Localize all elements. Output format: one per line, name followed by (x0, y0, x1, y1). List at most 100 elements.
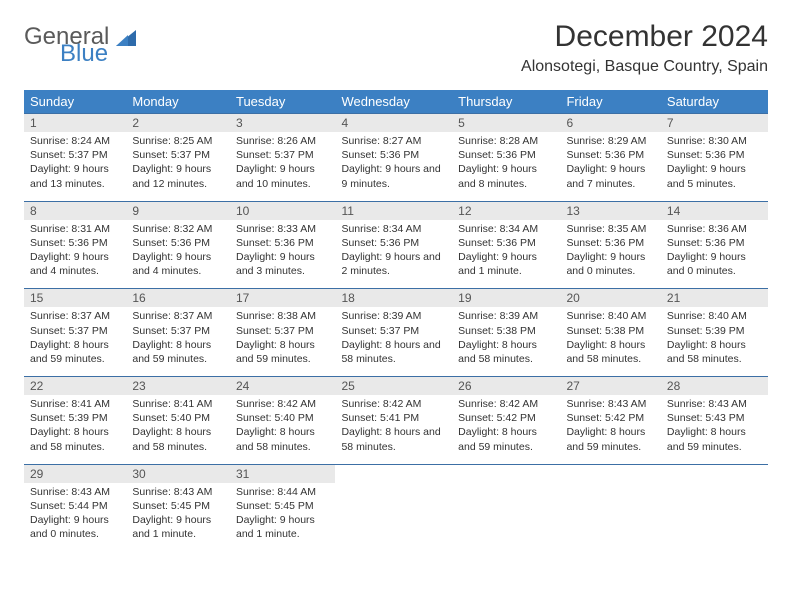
day-body-cell: Sunrise: 8:28 AMSunset: 5:36 PMDaylight:… (452, 132, 560, 201)
sunrise-line: Sunrise: 8:29 AM (566, 134, 654, 148)
sunset-line: Sunset: 5:45 PM (132, 499, 224, 513)
daylight-line: Daylight: 9 hours and 13 minutes. (30, 162, 120, 190)
day-number-cell: 21 (661, 288, 768, 307)
day-number-cell (661, 464, 768, 483)
sunrise-line: Sunrise: 8:35 AM (566, 222, 654, 236)
day-body-cell: Sunrise: 8:39 AMSunset: 5:37 PMDaylight:… (335, 307, 452, 376)
day-number-cell: 7 (661, 113, 768, 132)
day-number-cell: 6 (560, 113, 660, 132)
day-header: Wednesday (335, 90, 452, 113)
daylight-line: Daylight: 8 hours and 59 minutes. (132, 338, 224, 366)
day-number-cell: 13 (560, 201, 660, 220)
logo-text: General Blue (24, 26, 138, 66)
day-body-cell: Sunrise: 8:33 AMSunset: 5:36 PMDaylight:… (230, 220, 335, 289)
daylight-line: Daylight: 8 hours and 59 minutes. (458, 425, 554, 453)
daylight-line: Daylight: 8 hours and 58 minutes. (341, 425, 446, 453)
header: General Blue December 2024 Alonsotegi, B… (24, 20, 768, 76)
sunrise-line: Sunrise: 8:43 AM (667, 397, 762, 411)
day-number-cell: 18 (335, 288, 452, 307)
daylight-line: Daylight: 9 hours and 10 minutes. (236, 162, 329, 190)
sunrise-line: Sunrise: 8:36 AM (667, 222, 762, 236)
sunset-line: Sunset: 5:36 PM (458, 148, 554, 162)
sunset-line: Sunset: 5:37 PM (236, 324, 329, 338)
sunset-line: Sunset: 5:44 PM (30, 499, 120, 513)
daylight-line: Daylight: 9 hours and 9 minutes. (341, 162, 446, 190)
daylight-line: Daylight: 8 hours and 58 minutes. (132, 425, 224, 453)
day-number-cell: 19 (452, 288, 560, 307)
day-number-cell: 26 (452, 376, 560, 395)
daylight-line: Daylight: 8 hours and 59 minutes. (30, 338, 120, 366)
sunset-line: Sunset: 5:43 PM (667, 411, 762, 425)
sunset-line: Sunset: 5:36 PM (458, 236, 554, 250)
sunrise-line: Sunrise: 8:41 AM (132, 397, 224, 411)
daylight-line: Daylight: 9 hours and 1 minute. (132, 513, 224, 541)
daylight-line: Daylight: 8 hours and 58 minutes. (458, 338, 554, 366)
day-body-cell: Sunrise: 8:37 AMSunset: 5:37 PMDaylight:… (126, 307, 230, 376)
day-number-cell: 9 (126, 201, 230, 220)
day-number-cell (560, 464, 660, 483)
sunset-line: Sunset: 5:36 PM (566, 236, 654, 250)
day-body-cell: Sunrise: 8:40 AMSunset: 5:39 PMDaylight:… (661, 307, 768, 376)
sunrise-line: Sunrise: 8:39 AM (458, 309, 554, 323)
sunset-line: Sunset: 5:36 PM (341, 148, 446, 162)
daylight-line: Daylight: 8 hours and 58 minutes. (30, 425, 120, 453)
sunrise-line: Sunrise: 8:43 AM (566, 397, 654, 411)
sunset-line: Sunset: 5:40 PM (236, 411, 329, 425)
day-number-row: 22232425262728 (24, 376, 768, 395)
day-body-cell: Sunrise: 8:42 AMSunset: 5:40 PMDaylight:… (230, 395, 335, 464)
sunrise-line: Sunrise: 8:32 AM (132, 222, 224, 236)
sunset-line: Sunset: 5:37 PM (132, 148, 224, 162)
day-number-cell: 2 (126, 113, 230, 132)
sunset-line: Sunset: 5:45 PM (236, 499, 329, 513)
sunset-line: Sunset: 5:36 PM (132, 236, 224, 250)
day-body-cell: Sunrise: 8:43 AMSunset: 5:43 PMDaylight:… (661, 395, 768, 464)
day-number-row: 293031 (24, 464, 768, 483)
daylight-line: Daylight: 9 hours and 1 minute. (236, 513, 329, 541)
day-body-cell: Sunrise: 8:41 AMSunset: 5:40 PMDaylight:… (126, 395, 230, 464)
sunrise-line: Sunrise: 8:33 AM (236, 222, 329, 236)
day-body-cell (335, 483, 452, 552)
sunrise-line: Sunrise: 8:38 AM (236, 309, 329, 323)
calendar-body: 1234567Sunrise: 8:24 AMSunset: 5:37 PMDa… (24, 113, 768, 551)
sunset-line: Sunset: 5:42 PM (458, 411, 554, 425)
day-body-cell: Sunrise: 8:40 AMSunset: 5:38 PMDaylight:… (560, 307, 660, 376)
day-body-cell: Sunrise: 8:43 AMSunset: 5:45 PMDaylight:… (126, 483, 230, 552)
day-number-cell: 1 (24, 113, 126, 132)
day-body-cell: Sunrise: 8:29 AMSunset: 5:36 PMDaylight:… (560, 132, 660, 201)
sunrise-line: Sunrise: 8:26 AM (236, 134, 329, 148)
sunset-line: Sunset: 5:36 PM (667, 236, 762, 250)
day-number-cell (452, 464, 560, 483)
day-number-cell (335, 464, 452, 483)
daylight-line: Daylight: 9 hours and 0 minutes. (566, 250, 654, 278)
title-block: December 2024 Alonsotegi, Basque Country… (521, 20, 768, 76)
day-body-cell: Sunrise: 8:44 AMSunset: 5:45 PMDaylight:… (230, 483, 335, 552)
sunrise-line: Sunrise: 8:37 AM (30, 309, 120, 323)
day-number-cell: 20 (560, 288, 660, 307)
day-body-cell (661, 483, 768, 552)
day-body-cell: Sunrise: 8:31 AMSunset: 5:36 PMDaylight:… (24, 220, 126, 289)
day-header: Tuesday (230, 90, 335, 113)
day-number-cell: 29 (24, 464, 126, 483)
sunrise-line: Sunrise: 8:40 AM (566, 309, 654, 323)
day-body-cell: Sunrise: 8:42 AMSunset: 5:41 PMDaylight:… (335, 395, 452, 464)
day-body-cell: Sunrise: 8:41 AMSunset: 5:39 PMDaylight:… (24, 395, 126, 464)
calendar-header-row: SundayMondayTuesdayWednesdayThursdayFrid… (24, 90, 768, 113)
sunrise-line: Sunrise: 8:34 AM (458, 222, 554, 236)
daylight-line: Daylight: 9 hours and 7 minutes. (566, 162, 654, 190)
day-header: Saturday (661, 90, 768, 113)
daylight-line: Daylight: 9 hours and 0 minutes. (667, 250, 762, 278)
day-number-cell: 5 (452, 113, 560, 132)
daylight-line: Daylight: 9 hours and 8 minutes. (458, 162, 554, 190)
sunrise-line: Sunrise: 8:34 AM (341, 222, 446, 236)
sunrise-line: Sunrise: 8:31 AM (30, 222, 120, 236)
sunrise-line: Sunrise: 8:40 AM (667, 309, 762, 323)
sunset-line: Sunset: 5:37 PM (341, 324, 446, 338)
day-body-cell: Sunrise: 8:37 AMSunset: 5:37 PMDaylight:… (24, 307, 126, 376)
day-body-row: Sunrise: 8:43 AMSunset: 5:44 PMDaylight:… (24, 483, 768, 552)
daylight-line: Daylight: 8 hours and 58 minutes. (236, 425, 329, 453)
sunrise-line: Sunrise: 8:30 AM (667, 134, 762, 148)
day-number-row: 891011121314 (24, 201, 768, 220)
daylight-line: Daylight: 8 hours and 58 minutes. (667, 338, 762, 366)
day-number-cell: 11 (335, 201, 452, 220)
day-number-cell: 25 (335, 376, 452, 395)
